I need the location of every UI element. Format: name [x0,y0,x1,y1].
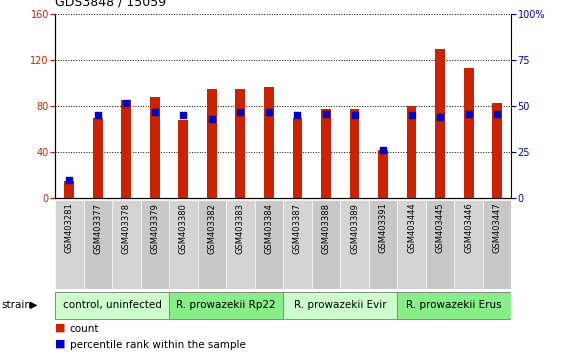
Point [407,113,416,118]
Text: GSM403382: GSM403382 [207,202,217,253]
Bar [435,49,445,198]
Bar [64,181,74,198]
Bar [284,292,397,319]
Text: GSM403378: GSM403378 [122,202,131,254]
Point [435,114,444,120]
Bar [321,109,331,198]
Text: GSM403377: GSM403377 [94,202,102,254]
Bar [292,118,303,198]
Bar [264,87,274,198]
Bar [169,200,198,289]
Text: GSM403380: GSM403380 [179,202,188,253]
Text: percentile rank within the sample: percentile rank within the sample [70,340,246,350]
Bar [340,200,369,289]
Bar [312,200,340,289]
Point [207,116,217,122]
Bar [492,103,502,198]
Bar [397,292,511,319]
Text: GSM403383: GSM403383 [236,202,245,254]
Bar [207,89,217,198]
Bar [454,200,483,289]
Text: GSM403388: GSM403388 [321,202,331,254]
Bar [226,200,254,289]
Point [350,113,359,118]
Bar [150,97,160,198]
Point [464,111,473,116]
Point [236,109,245,115]
Point [378,148,388,153]
Text: ■: ■ [55,323,66,333]
Text: GSM403379: GSM403379 [150,202,159,253]
Text: GSM403387: GSM403387 [293,202,302,254]
Bar [93,118,103,198]
Bar [55,292,169,319]
Point [150,109,160,115]
Point [179,113,188,118]
Text: GSM403446: GSM403446 [464,202,473,253]
Bar [55,200,84,289]
Bar [169,292,284,319]
Bar [235,89,245,198]
Bar [378,150,388,198]
Text: ▶: ▶ [30,300,38,310]
Bar [178,120,188,198]
Bar [350,109,360,198]
Point [94,113,103,118]
Text: GSM403391: GSM403391 [378,202,388,253]
Bar [397,200,426,289]
Bar [426,200,454,289]
Text: GDS3848 / 15059: GDS3848 / 15059 [55,0,166,9]
Point [65,177,74,183]
Bar [407,106,417,198]
Text: GSM403281: GSM403281 [65,202,74,253]
Point [264,109,274,115]
Text: R. prowazekii Erus: R. prowazekii Erus [407,300,502,310]
Text: GSM403447: GSM403447 [493,202,501,253]
Text: R. prowazekii Evir: R. prowazekii Evir [294,300,386,310]
Text: GSM403384: GSM403384 [264,202,274,253]
Text: GSM403445: GSM403445 [436,202,444,253]
Point [492,111,501,116]
Text: GSM403444: GSM403444 [407,202,416,253]
Text: count: count [70,324,99,334]
Bar [121,101,131,198]
Bar [141,200,169,289]
Bar [483,200,511,289]
Point [293,113,302,118]
Text: strain: strain [1,300,31,310]
Bar [198,200,226,289]
Point [122,100,131,105]
Text: GSM403389: GSM403389 [350,202,359,253]
Text: R. prowazekii Rp22: R. prowazekii Rp22 [177,300,276,310]
Text: ■: ■ [55,339,66,349]
Bar [84,200,112,289]
Bar [284,200,312,289]
Point [321,111,331,116]
Bar [112,200,141,289]
Bar [464,68,474,198]
Bar [369,200,397,289]
Bar [254,200,284,289]
Text: control, uninfected: control, uninfected [63,300,162,310]
